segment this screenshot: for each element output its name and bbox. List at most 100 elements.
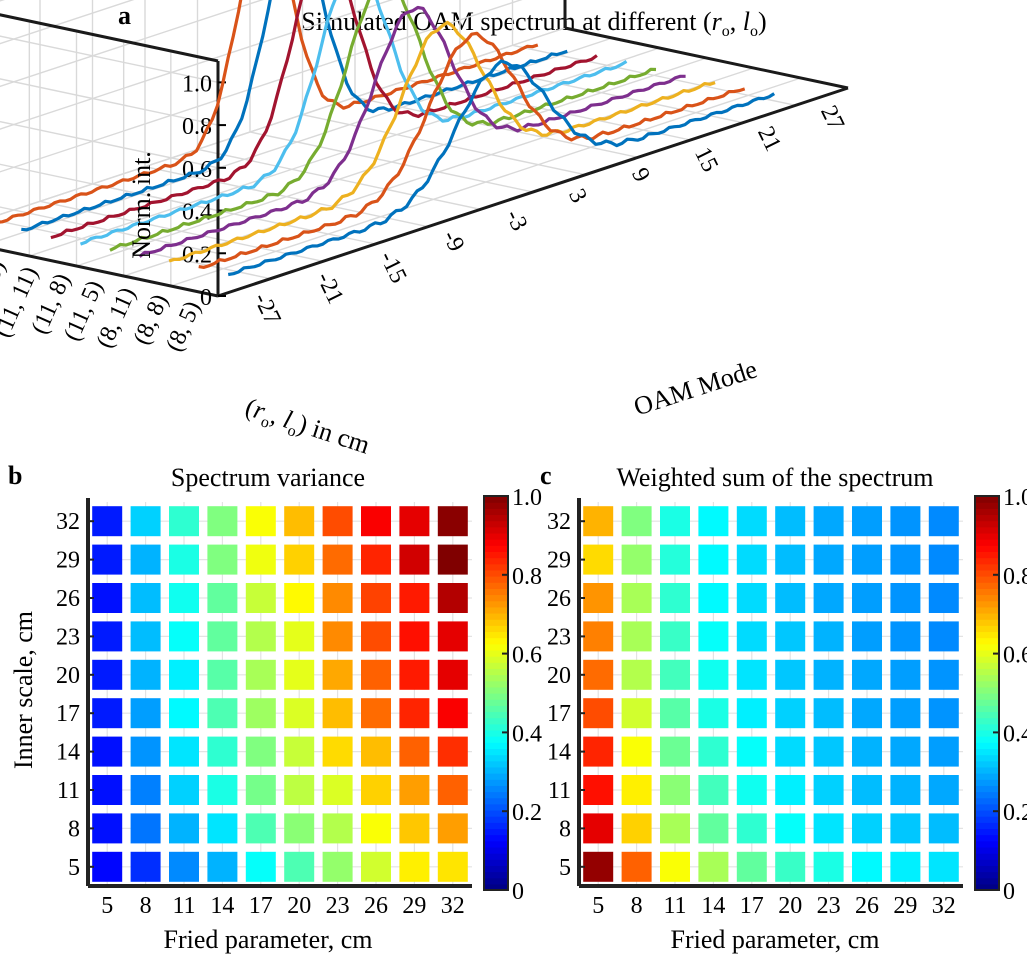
chart-c-cell — [890, 583, 921, 613]
chart-b-cell — [284, 813, 315, 844]
chart-c-cell — [775, 583, 806, 613]
chart-b-colorbar-segment — [484, 717, 508, 725]
chart-b-cell — [284, 621, 315, 652]
chart-b-cell — [207, 583, 238, 613]
chart-b-cell — [399, 621, 430, 652]
chart-c-cell — [775, 775, 806, 805]
chart-b-cell — [92, 621, 123, 652]
chart-c-cell — [852, 851, 882, 882]
chart-c-x-tick-label: 5 — [592, 893, 604, 919]
chart-c-cell — [736, 659, 767, 690]
chart-b-colorbar-segment — [484, 846, 508, 854]
chart-c-cell — [583, 775, 614, 805]
chart-c-cell — [698, 698, 729, 729]
chart-b-y-tick-label: 11 — [57, 778, 80, 804]
chart-a-z-label: Norm. int. — [127, 151, 156, 259]
chart-c-cell — [698, 506, 729, 537]
chart-b-colorbar-segment — [484, 526, 508, 534]
chart-b-cell — [130, 583, 161, 613]
panel-letter-a: a — [118, 1, 131, 30]
chart-b-cell — [399, 698, 430, 729]
chart-c-colorbar-tick-label: 1.0 — [1003, 485, 1027, 511]
chart-b-y-tick-label: 8 — [68, 816, 80, 842]
chart-c-cell — [813, 544, 844, 575]
chart-b-cell — [169, 851, 199, 882]
chart-c-cell — [698, 775, 729, 805]
chart-c-y-tick-label: 5 — [559, 855, 571, 881]
chart-c-colorbar-segment — [975, 729, 999, 737]
chart-a-y-label: (ro, lo) in cm — [241, 392, 374, 463]
chart-b-colorbar-segment — [484, 520, 508, 528]
chart-b-colorbar-segment — [484, 711, 508, 719]
chart-b-colorbar-segment — [484, 834, 508, 842]
chart-c-colorbar-segment — [975, 532, 999, 540]
chart-b-cell — [130, 544, 161, 575]
chart-c-colorbar-segment — [975, 674, 999, 682]
chart-c-colorbar-segment — [975, 705, 999, 713]
chart-b-cell — [437, 851, 468, 882]
chart-c-cell — [660, 813, 690, 844]
chart-c-cell — [736, 813, 767, 844]
chart-a-x-label: OAM Mode — [630, 354, 761, 421]
chart-c-colorbar-segment — [975, 668, 999, 676]
chart-b-cell — [399, 851, 430, 882]
chart-c-colorbar-segment — [975, 766, 999, 774]
chart-b-colorbar-segment — [484, 532, 508, 540]
chart-c-colorbar-segment — [975, 576, 999, 583]
chart-c-cell — [775, 813, 806, 844]
chart-b-colorbar-segment — [484, 643, 508, 651]
chart-b-cell — [92, 506, 123, 537]
chart-b-cell — [245, 851, 276, 882]
chart-b-cell — [361, 583, 391, 613]
chart-c-cell — [813, 698, 844, 729]
chart-c-cell — [890, 659, 921, 690]
chart-b-x-tick-label: 32 — [441, 893, 465, 919]
chart-b-colorbar-segment — [484, 785, 508, 793]
chart-a-axis-line — [0, 248, 219, 298]
chart-b-x-tick-label: 11 — [172, 893, 195, 919]
chart-c-cell — [698, 659, 729, 690]
chart-c-colorbar-segment — [975, 754, 999, 762]
chart-b-x-tick-label: 14 — [210, 893, 234, 919]
chart-b-cell — [130, 659, 161, 690]
chart-b-x-tick-label: 8 — [140, 893, 152, 919]
chart-c-colorbar-segment — [975, 563, 999, 571]
chart-b-y-tick-label: 32 — [56, 509, 80, 535]
chart-c-colorbar-segment — [975, 877, 999, 885]
chart-b-colorbar-segment — [484, 508, 508, 516]
chart-b-colorbar-segment — [484, 828, 508, 836]
chart-b-colorbar-segment — [484, 576, 508, 583]
chart-c-colorbar-segment — [975, 539, 999, 546]
chart-c-colorbar-segment — [975, 643, 999, 651]
chart-b-cell — [322, 506, 353, 537]
chart-a-grid-line — [0, 0, 394, 130]
chart-b-colorbar-segment — [484, 619, 508, 626]
chart-c-colorbar-segment — [975, 711, 999, 719]
chart-b-x-tick-label: 20 — [287, 893, 311, 919]
chart-b-y-tick-label: 23 — [56, 624, 80, 650]
chart-c-colorbar-segment — [975, 760, 999, 768]
chart-b-cell — [130, 851, 161, 882]
chart-b-colorbar-segment — [484, 674, 508, 682]
chart-c-colorbar-tick-label: 0 — [1003, 879, 1015, 905]
chart-a-x-tick-label: -3 — [500, 206, 532, 235]
chart-b-cell — [284, 775, 315, 805]
chart-b-colorbar-segment — [484, 742, 508, 750]
chart-b-cell — [437, 659, 468, 690]
chart-c-cell — [621, 698, 652, 729]
chart-b-colorbar-segment — [484, 754, 508, 762]
chart-c-cell — [583, 583, 614, 613]
chart-b-colorbar-segment — [484, 600, 508, 608]
chart-b-cell — [361, 813, 391, 844]
chart-c-cell — [660, 621, 690, 652]
chart-c-colorbar-segment — [975, 680, 999, 688]
chart-b-colorbar-segment — [484, 625, 508, 633]
chart-c-colorbar-segment — [975, 785, 999, 793]
chart-c-colorbar-segment — [975, 496, 999, 503]
chart-b-cell — [399, 775, 430, 805]
chart-b-cell — [169, 659, 199, 690]
chart-c-cell — [775, 621, 806, 652]
chart-b-cell — [322, 851, 353, 882]
chart-a-x-tick-label: -15 — [374, 247, 411, 287]
